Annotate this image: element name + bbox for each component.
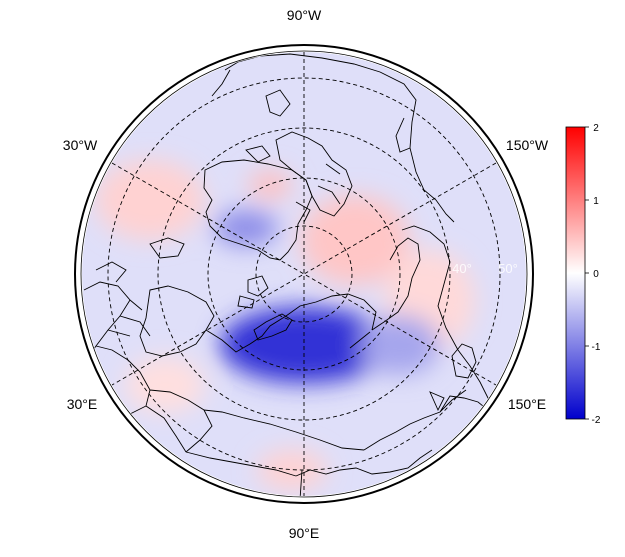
colorbar-tick-label: 2 — [593, 123, 599, 134]
colorbar: 2 1 0 -1 -2 — [565, 123, 601, 426]
anomaly-barents-kara-central-siberia — [220, 307, 390, 383]
lon-label-150e: 150°E — [508, 396, 546, 412]
graticule — [107, 52, 501, 496]
latitude-circle-50 — [107, 77, 501, 471]
anomaly-field — [82, 52, 526, 496]
anomaly-eastern-europe — [125, 357, 205, 413]
anomaly-greenland-east — [214, 210, 278, 246]
lon-label-90w: 90°W — [287, 7, 322, 23]
anomaly-central-arctic-pacific-side — [300, 195, 410, 285]
canadian-archipelago-coast — [275, 131, 353, 217]
meridian-30w-150e — [111, 162, 497, 386]
latitude-circle-60 — [157, 127, 451, 421]
iceland-coast — [149, 237, 185, 259]
alaska-coast — [401, 225, 501, 419]
meridian-150w-30e — [111, 162, 497, 386]
lon-label-30e: 30°E — [67, 396, 98, 412]
kamchatka-coast — [429, 343, 477, 412]
map-boundary-inner — [80, 50, 528, 498]
anomaly-north-atlantic — [95, 160, 205, 240]
anomaly-greenland-south-tip — [248, 171, 292, 199]
scandinavia-coast — [139, 285, 215, 357]
lon-label-90e: 90°E — [289, 525, 320, 541]
field-features — [95, 160, 475, 490]
map-boundary — [74, 44, 534, 504]
asia-borders — [185, 389, 495, 496]
anomaly-south-asia-edge — [257, 450, 327, 490]
latitude-circle-80 — [255, 225, 353, 323]
anomaly-east-siberia — [360, 315, 440, 375]
lon-label-150w: 150°W — [506, 137, 549, 153]
colorbar-ticks: 2 1 0 -1 -2 — [585, 123, 601, 426]
greenland-coast — [203, 159, 313, 261]
eurasia-arctic-coast — [205, 293, 377, 353]
lat-label-inner-1: 40° — [452, 261, 472, 276]
colorbar-tick-label: 0 — [593, 269, 599, 280]
colorbar-gradient — [566, 127, 585, 419]
canadian-islands — [245, 89, 341, 223]
lat-label-inner-2: 50° — [498, 261, 518, 276]
chukotka-coast — [349, 237, 421, 349]
north-america-coast — [211, 53, 455, 223]
svalbard-coast — [237, 275, 269, 309]
colorbar-tick-label: 1 — [593, 196, 599, 207]
novaya-zemlya-coast — [253, 313, 293, 341]
lon-label-30w: 30°W — [63, 137, 98, 153]
coastlines — [83, 53, 501, 496]
colorbar-tick-label: -2 — [592, 415, 601, 426]
colorbar-tick-label: -1 — [592, 342, 601, 353]
